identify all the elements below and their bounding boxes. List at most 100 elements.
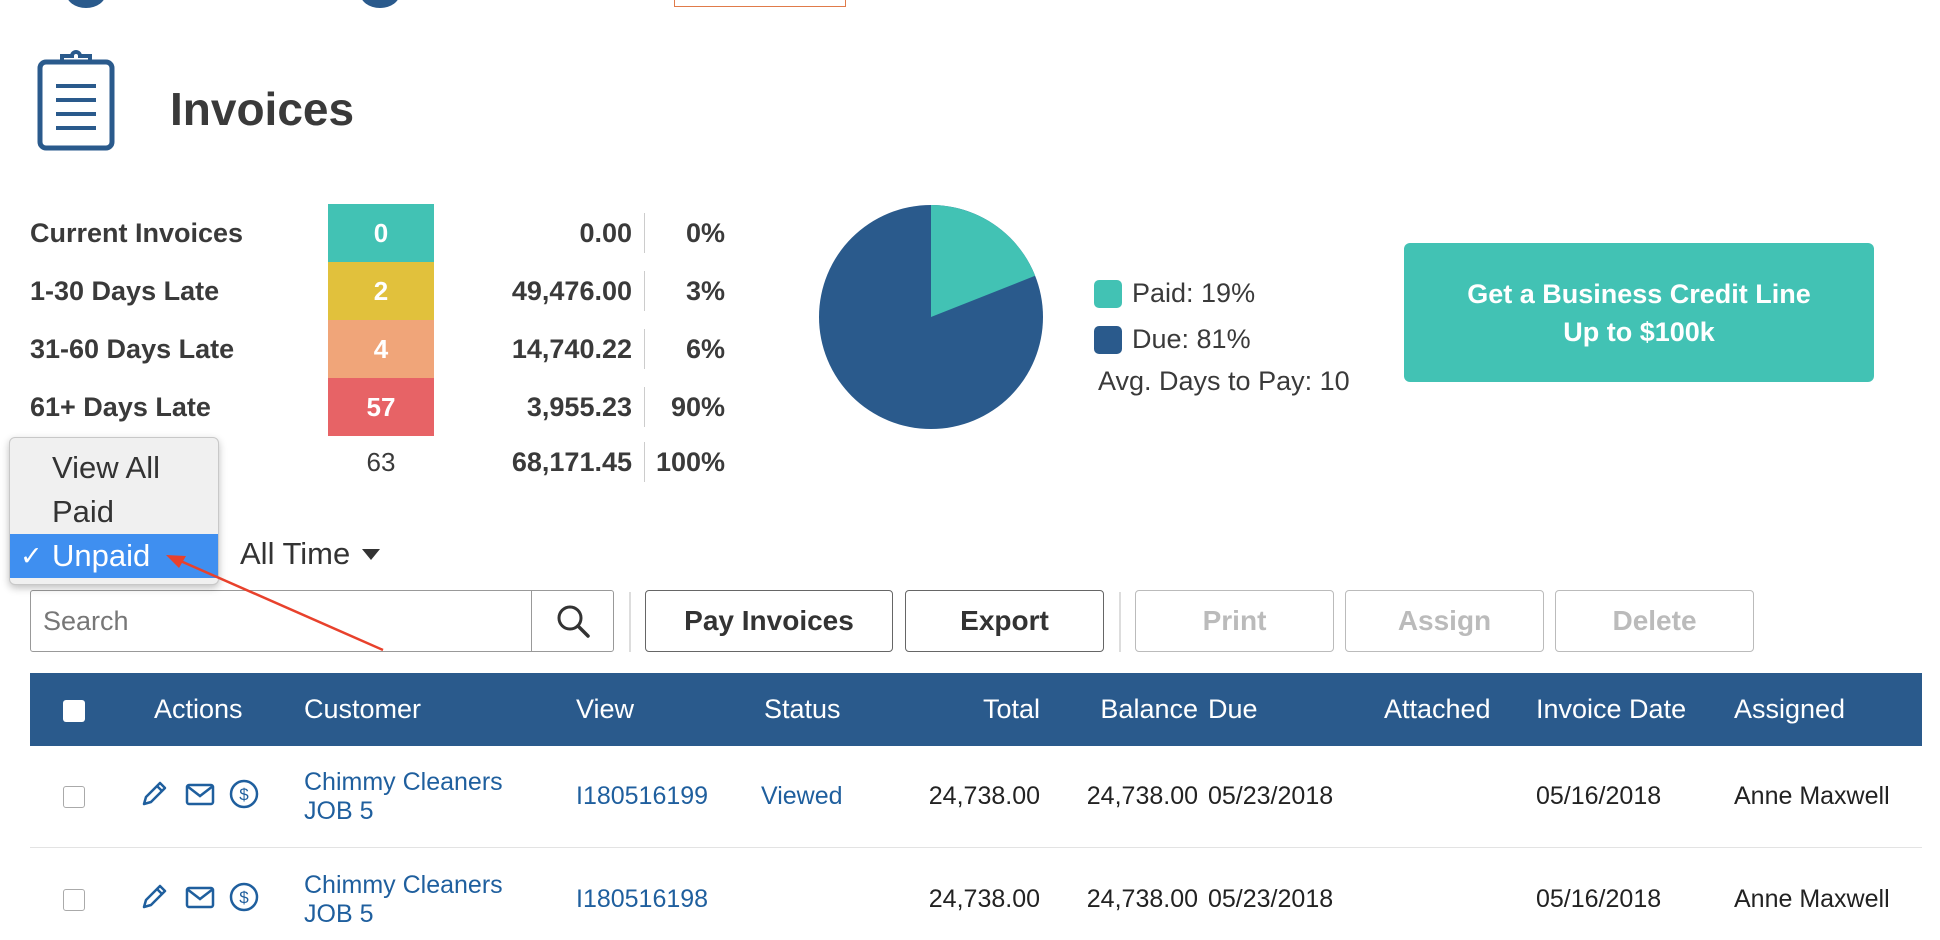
time-filter-select[interactable]: All Time — [240, 536, 381, 572]
aging-percent: 90% — [670, 391, 725, 422]
divider — [644, 387, 645, 427]
legend-swatch-paid — [1094, 279, 1122, 308]
balance-amount: 24,738.00 — [1086, 885, 1198, 913]
column-header-due[interactable]: Due — [1208, 694, 1258, 724]
toolbar-divider — [629, 592, 631, 652]
customer-link[interactable]: Chimmy Cleaners JOB 5 — [304, 871, 503, 929]
aging-row-61-plus[interactable]: 61+ Days Late 57 3,955.23 90% — [30, 378, 725, 436]
credit-limit-text: Up to $100k — [1563, 316, 1715, 347]
due-date: 05/23/2018 — [1208, 885, 1334, 913]
option-label: View All — [52, 450, 160, 485]
export-button[interactable]: Export — [905, 590, 1104, 652]
column-header-attached[interactable]: Attached — [1384, 694, 1491, 724]
dollar-circle-icon[interactable]: $ — [228, 881, 260, 913]
aging-count-badge[interactable]: 4 — [328, 320, 434, 378]
aging-label: 31-60 Days Late — [30, 333, 235, 364]
row-checkbox[interactable] — [63, 786, 85, 808]
column-header-actions: Actions — [154, 694, 243, 724]
aging-total-percent: 100% — [655, 446, 725, 477]
time-filter-value: All Time — [240, 536, 351, 571]
svg-text:$: $ — [239, 785, 249, 804]
toolbar-divider — [1119, 592, 1121, 652]
table-row[interactable]: $ Chimmy Cleaners JOB 5 I180516199 Viewe… — [30, 746, 1922, 848]
total-amount: 24,738.00 — [928, 782, 1040, 810]
column-header-total[interactable]: Total — [982, 694, 1040, 724]
option-label: Unpaid — [52, 538, 151, 573]
legend-paid: Paid: 19% — [1094, 278, 1255, 309]
delete-button[interactable]: Delete — [1555, 590, 1754, 652]
divider — [644, 442, 645, 482]
status-option-view-all[interactable]: View All — [10, 446, 218, 490]
assign-button[interactable]: Assign — [1345, 590, 1544, 652]
aging-row-total: 63 68,171.45 100% — [30, 433, 725, 491]
clipboard-icon — [37, 50, 115, 151]
aging-count-badge[interactable]: 0 — [328, 204, 434, 262]
invoice-number-link[interactable]: I180516199 — [576, 782, 709, 810]
aging-total-amount: 68,171.45 — [511, 446, 632, 477]
legend-label-paid: Paid: 19% — [1132, 278, 1256, 308]
status-filter-dropdown: View All Paid ✓ Unpaid — [9, 437, 219, 585]
aging-count-badge[interactable]: 57 — [328, 378, 434, 436]
svg-text:$: $ — [239, 888, 249, 907]
pencil-icon[interactable] — [138, 778, 170, 810]
column-header-assigned[interactable]: Assigned — [1734, 694, 1846, 724]
pay-invoices-button[interactable]: Pay Invoices — [645, 590, 893, 652]
dollar-circle-icon[interactable]: $ — [228, 778, 260, 810]
aging-amount: 0.00 — [579, 217, 632, 248]
legend-due: Due: 81% — [1094, 324, 1251, 355]
aging-percent: 3% — [685, 275, 725, 306]
aging-row-1-30[interactable]: 1-30 Days Late 2 49,476.00 3% — [30, 262, 725, 320]
nav-tab-outline[interactable] — [674, 0, 846, 7]
divider — [644, 213, 645, 253]
column-header-balance[interactable]: Balance — [1100, 694, 1198, 724]
column-header-view[interactable]: View — [576, 694, 635, 724]
aging-label: Current Invoices — [30, 217, 244, 248]
balance-amount: 24,738.00 — [1086, 782, 1198, 810]
aging-amount: 14,740.22 — [511, 333, 632, 364]
column-header-invoice-date[interactable]: Invoice Date — [1536, 694, 1687, 724]
divider — [644, 329, 645, 369]
column-header-status[interactable]: Status — [764, 694, 841, 724]
print-button[interactable]: Print — [1135, 590, 1334, 652]
assigned-user: Anne Maxwell — [1734, 885, 1890, 913]
paid-due-pie-chart — [819, 205, 1043, 429]
nav-step-circle[interactable] — [360, 0, 400, 8]
divider — [644, 271, 645, 311]
aging-percent: 0% — [685, 217, 725, 248]
status-option-paid[interactable]: Paid — [10, 490, 218, 534]
customer-link[interactable]: Chimmy Cleaners JOB 5 — [304, 768, 503, 826]
aging-label: 1-30 Days Late — [30, 275, 220, 306]
assigned-user: Anne Maxwell — [1734, 782, 1890, 810]
total-amount: 24,738.00 — [928, 885, 1040, 913]
invoice-table-header: Actions Customer View Status Total Balan… — [30, 673, 1922, 746]
select-all-checkbox[interactable] — [63, 700, 85, 722]
envelope-icon[interactable] — [184, 778, 216, 810]
column-header-customer[interactable]: Customer — [304, 694, 422, 724]
aging-percent: 6% — [685, 333, 725, 364]
aging-row-current[interactable]: Current Invoices 0 0.00 0% — [30, 204, 725, 262]
aging-amount: 3,955.23 — [526, 391, 632, 422]
invoice-number-link[interactable]: I180516198 — [576, 885, 709, 913]
envelope-icon[interactable] — [184, 881, 216, 913]
invoice-date: 05/16/2018 — [1536, 885, 1662, 913]
status-text: Viewed — [761, 782, 843, 810]
aging-amount: 49,476.00 — [511, 275, 632, 306]
status-option-unpaid[interactable]: ✓ Unpaid — [10, 534, 218, 578]
aging-label: 61+ Days Late — [30, 391, 211, 422]
search-button[interactable] — [531, 591, 613, 651]
search-input[interactable] — [31, 591, 531, 651]
option-label: Paid — [52, 494, 115, 529]
table-row[interactable]: $ Chimmy Cleaners JOB 5 I180516198 24,73… — [30, 849, 1922, 940]
page-title: Invoices — [170, 83, 355, 135]
pencil-icon[interactable] — [138, 881, 170, 913]
invoice-date: 05/16/2018 — [1536, 782, 1662, 810]
due-date: 05/23/2018 — [1208, 782, 1334, 810]
aging-row-31-60[interactable]: 31-60 Days Late 4 14,740.22 6% — [30, 320, 725, 378]
nav-step-circle[interactable] — [66, 0, 106, 8]
legend-label-due: Due: 81% — [1132, 324, 1251, 354]
row-checkbox[interactable] — [63, 889, 85, 911]
search-icon — [557, 605, 590, 638]
business-credit-line-button[interactable]: Get a Business Credit Line Up to $100k — [1404, 243, 1874, 382]
aging-count-badge[interactable]: 2 — [328, 262, 434, 320]
customer-name: Chimmy Cleaners — [304, 768, 503, 796]
